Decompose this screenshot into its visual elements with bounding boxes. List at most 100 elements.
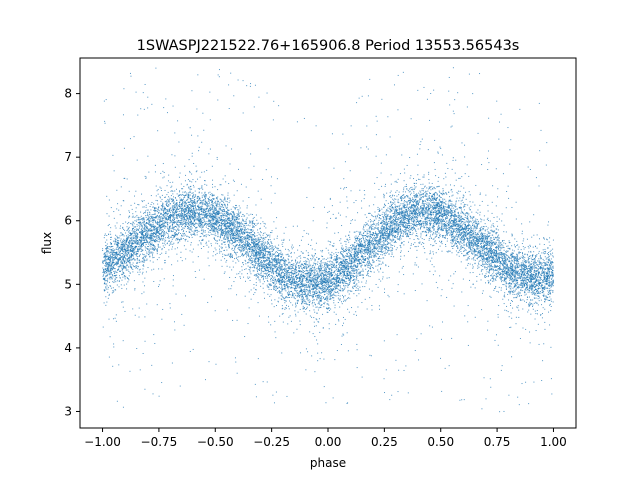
- data-point: [413, 221, 415, 223]
- data-point: [105, 283, 107, 285]
- data-point: [112, 287, 114, 289]
- data-point: [205, 226, 207, 228]
- data-point: [412, 217, 414, 219]
- data-point: [286, 271, 288, 273]
- data-point: [149, 251, 151, 253]
- data-point: [233, 229, 235, 231]
- data-point: [258, 265, 260, 267]
- data-point: [309, 273, 311, 275]
- data-point: [172, 198, 174, 200]
- data-point: [238, 211, 240, 213]
- data-point: [362, 257, 364, 259]
- data-point: [180, 204, 182, 206]
- data-point: [482, 228, 484, 230]
- data-point: [331, 288, 333, 290]
- data-point: [503, 255, 505, 257]
- data-point: [253, 248, 255, 250]
- data-point: [109, 285, 111, 287]
- data-point: [493, 249, 495, 251]
- data-point: [393, 242, 395, 244]
- data-point: [484, 275, 486, 277]
- data-point: [315, 276, 317, 278]
- data-point: [346, 259, 348, 261]
- data-point: [285, 254, 287, 256]
- data-point: [318, 270, 320, 272]
- data-point: [300, 266, 302, 268]
- data-point: [530, 302, 532, 304]
- data-point: [305, 369, 307, 371]
- data-point: [181, 226, 183, 228]
- data-point: [234, 207, 236, 209]
- data-point: [292, 265, 294, 267]
- data-point: [391, 230, 393, 232]
- data-point: [310, 284, 312, 286]
- data-point: [532, 284, 534, 286]
- data-point: [297, 277, 299, 279]
- data-point: [168, 196, 170, 198]
- data-point: [437, 226, 439, 228]
- data-point: [171, 246, 173, 248]
- data-point: [257, 272, 259, 274]
- data-point: [310, 277, 312, 279]
- data-point: [212, 233, 214, 235]
- data-point: [483, 242, 485, 244]
- data-point: [215, 218, 217, 220]
- data-point: [132, 236, 134, 238]
- data-point: [321, 298, 323, 300]
- data-point: [146, 303, 148, 305]
- data-point: [347, 308, 349, 310]
- data-point: [263, 246, 265, 248]
- data-point: [146, 219, 148, 221]
- data-point: [280, 292, 282, 294]
- data-point: [187, 218, 189, 220]
- data-point: [339, 298, 341, 300]
- data-point: [385, 154, 387, 156]
- data-point: [137, 256, 139, 258]
- data-point: [217, 219, 219, 221]
- data-point: [365, 237, 367, 239]
- data-point: [374, 238, 376, 240]
- data-point: [412, 207, 414, 209]
- data-point: [245, 222, 247, 224]
- data-point: [345, 246, 347, 248]
- data-point: [347, 298, 349, 300]
- data-point: [164, 207, 166, 209]
- data-point: [193, 214, 195, 216]
- data-point: [358, 261, 360, 263]
- data-point: [243, 215, 245, 217]
- data-point: [436, 222, 438, 224]
- data-point: [207, 257, 209, 259]
- data-point: [496, 269, 498, 271]
- data-point: [464, 228, 466, 230]
- data-point: [194, 196, 196, 198]
- data-point: [509, 288, 511, 290]
- data-point: [104, 252, 106, 254]
- data-point: [468, 207, 470, 209]
- data-point: [313, 321, 315, 323]
- data-point: [348, 263, 350, 265]
- data-point: [174, 132, 176, 134]
- data-point: [172, 285, 174, 287]
- data-point: [309, 292, 311, 294]
- data-point: [209, 234, 211, 236]
- data-point: [543, 281, 545, 283]
- data-point: [356, 295, 358, 297]
- data-point: [161, 209, 163, 211]
- data-point: [482, 250, 484, 252]
- data-point: [533, 271, 535, 273]
- data-point: [524, 260, 526, 262]
- data-point: [460, 185, 462, 187]
- data-point: [386, 218, 388, 220]
- data-point: [128, 236, 130, 238]
- data-point: [110, 236, 112, 238]
- data-point: [183, 324, 185, 326]
- data-point: [420, 183, 422, 185]
- data-point: [146, 253, 148, 255]
- data-point: [204, 192, 206, 194]
- data-point: [502, 240, 504, 241]
- data-point: [257, 253, 259, 255]
- data-point: [142, 271, 144, 273]
- data-point: [507, 185, 509, 187]
- data-point: [134, 248, 136, 250]
- data-point: [157, 226, 159, 228]
